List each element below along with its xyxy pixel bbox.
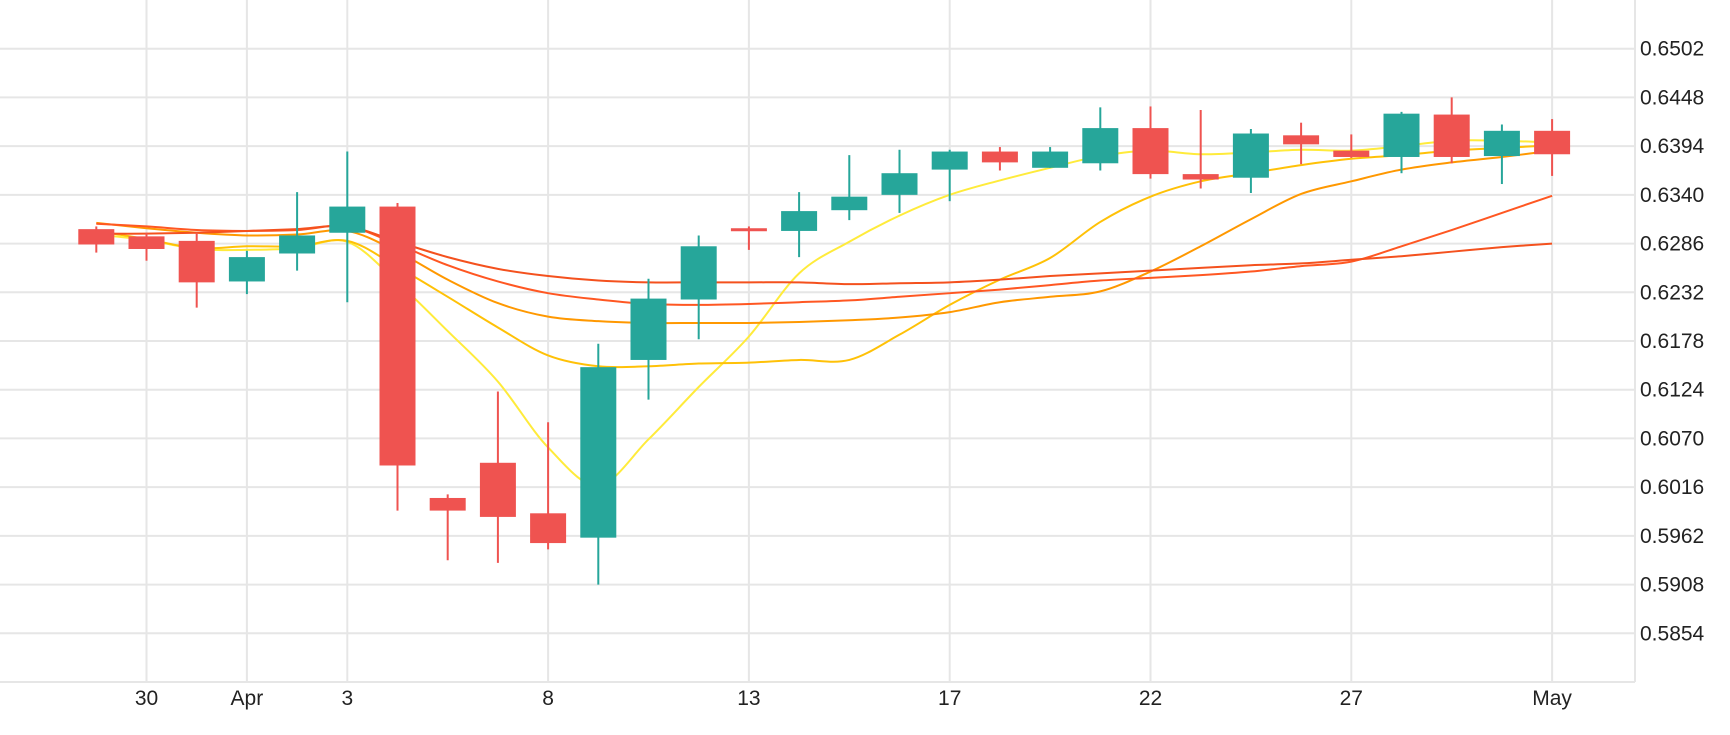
axis-layer: 0.6502 0.6448 0.6394 0.6340 0.6286 0.6232 0.61…: [135, 38, 1705, 710]
candle-body: [881, 173, 918, 195]
candle-body: [329, 206, 366, 233]
candle-body: [680, 246, 717, 300]
candle-down: [128, 232, 165, 261]
candle-body: [1433, 114, 1470, 157]
candle-up: [931, 149, 968, 202]
y-tick-label: 0.6070: [1640, 427, 1704, 450]
x-tick-label: May: [1532, 687, 1572, 710]
candle-down: [1182, 110, 1219, 189]
candle-body: [78, 229, 115, 245]
candle-up: [881, 149, 918, 213]
candle-body: [580, 367, 617, 538]
y-tick-label: 0.5854: [1640, 622, 1705, 645]
candle-body: [379, 206, 416, 466]
y-tick-label: 0.6394: [1640, 135, 1705, 158]
y-tick-label: 0.6124: [1640, 379, 1705, 402]
candle-up: [279, 192, 316, 271]
candle-down: [1132, 106, 1169, 179]
candle-down: [78, 226, 115, 253]
candle-body: [1132, 128, 1169, 175]
candle-up: [1082, 107, 1119, 171]
candle-body: [429, 497, 466, 511]
candle-up: [680, 235, 717, 340]
candle-up: [1483, 124, 1520, 185]
y-tick-label: 0.5908: [1640, 574, 1704, 597]
candle-body: [1182, 174, 1219, 180]
x-tick-label: 30: [135, 687, 158, 710]
y-tick-label: 0.6502: [1640, 38, 1704, 61]
candle-down: [1333, 134, 1370, 158]
x-tick-label: Apr: [231, 687, 264, 710]
candle-down: [730, 226, 767, 250]
candle-body: [931, 151, 968, 170]
x-tick-label: 22: [1139, 687, 1162, 710]
candle-down: [1534, 119, 1571, 176]
candle-up: [1232, 129, 1269, 194]
y-tick-label: 0.5962: [1640, 525, 1704, 548]
candle-down: [1283, 122, 1320, 165]
moving-average-layer: [96, 139, 1553, 487]
y-tick-label: 0.6286: [1640, 233, 1704, 256]
y-tick-label: 0.6178: [1640, 330, 1704, 353]
x-tick-label: 27: [1340, 687, 1363, 710]
x-tick-label: 8: [542, 687, 554, 710]
candle-down: [178, 232, 215, 308]
moving-average-line-2: [96, 144, 1553, 369]
candle-body: [1032, 151, 1069, 168]
candle-body: [128, 236, 165, 249]
y-tick-label: 0.6340: [1640, 184, 1704, 207]
grid-layer: [0, 0, 1636, 683]
candle-down: [429, 494, 466, 561]
y-tick-label: 0.6448: [1640, 86, 1704, 109]
candle-down: [981, 147, 1018, 171]
candle-body: [781, 211, 818, 231]
y-tick-label: 0.6232: [1640, 281, 1704, 304]
candle-down: [479, 391, 516, 563]
candle-body: [279, 235, 316, 254]
candle-body: [1333, 150, 1370, 157]
candle-up: [329, 151, 366, 303]
candle-up: [831, 155, 868, 221]
x-tick-label: 13: [737, 687, 760, 710]
y-tick-label: 0.6016: [1640, 476, 1704, 499]
candle-body: [1534, 130, 1571, 155]
candle-up: [1032, 147, 1069, 168]
candle-body: [1082, 128, 1119, 164]
candle-up: [630, 278, 667, 400]
candle-up: [1383, 111, 1420, 174]
candle-up: [781, 192, 818, 258]
candle-body: [1483, 130, 1520, 157]
x-tick-label: 3: [341, 687, 353, 710]
candle-body: [1383, 113, 1420, 157]
candle-down: [379, 202, 416, 511]
candle-body: [479, 462, 516, 517]
candle-down: [530, 422, 567, 550]
candle-body: [730, 228, 767, 232]
candle-body: [178, 240, 215, 283]
candle-body: [981, 151, 1018, 163]
candle-body: [1283, 135, 1320, 145]
candle-body: [530, 513, 567, 544]
candle-body: [630, 298, 667, 360]
candle-up: [580, 343, 617, 585]
candle-body: [831, 196, 868, 211]
candle-body: [228, 257, 265, 282]
candle-layer: [78, 97, 1571, 585]
candle-up: [228, 250, 265, 295]
moving-average-line-1: [96, 139, 1553, 487]
candle-body: [1232, 133, 1269, 178]
x-tick-label: 17: [938, 687, 961, 710]
candle-down: [1433, 97, 1470, 164]
